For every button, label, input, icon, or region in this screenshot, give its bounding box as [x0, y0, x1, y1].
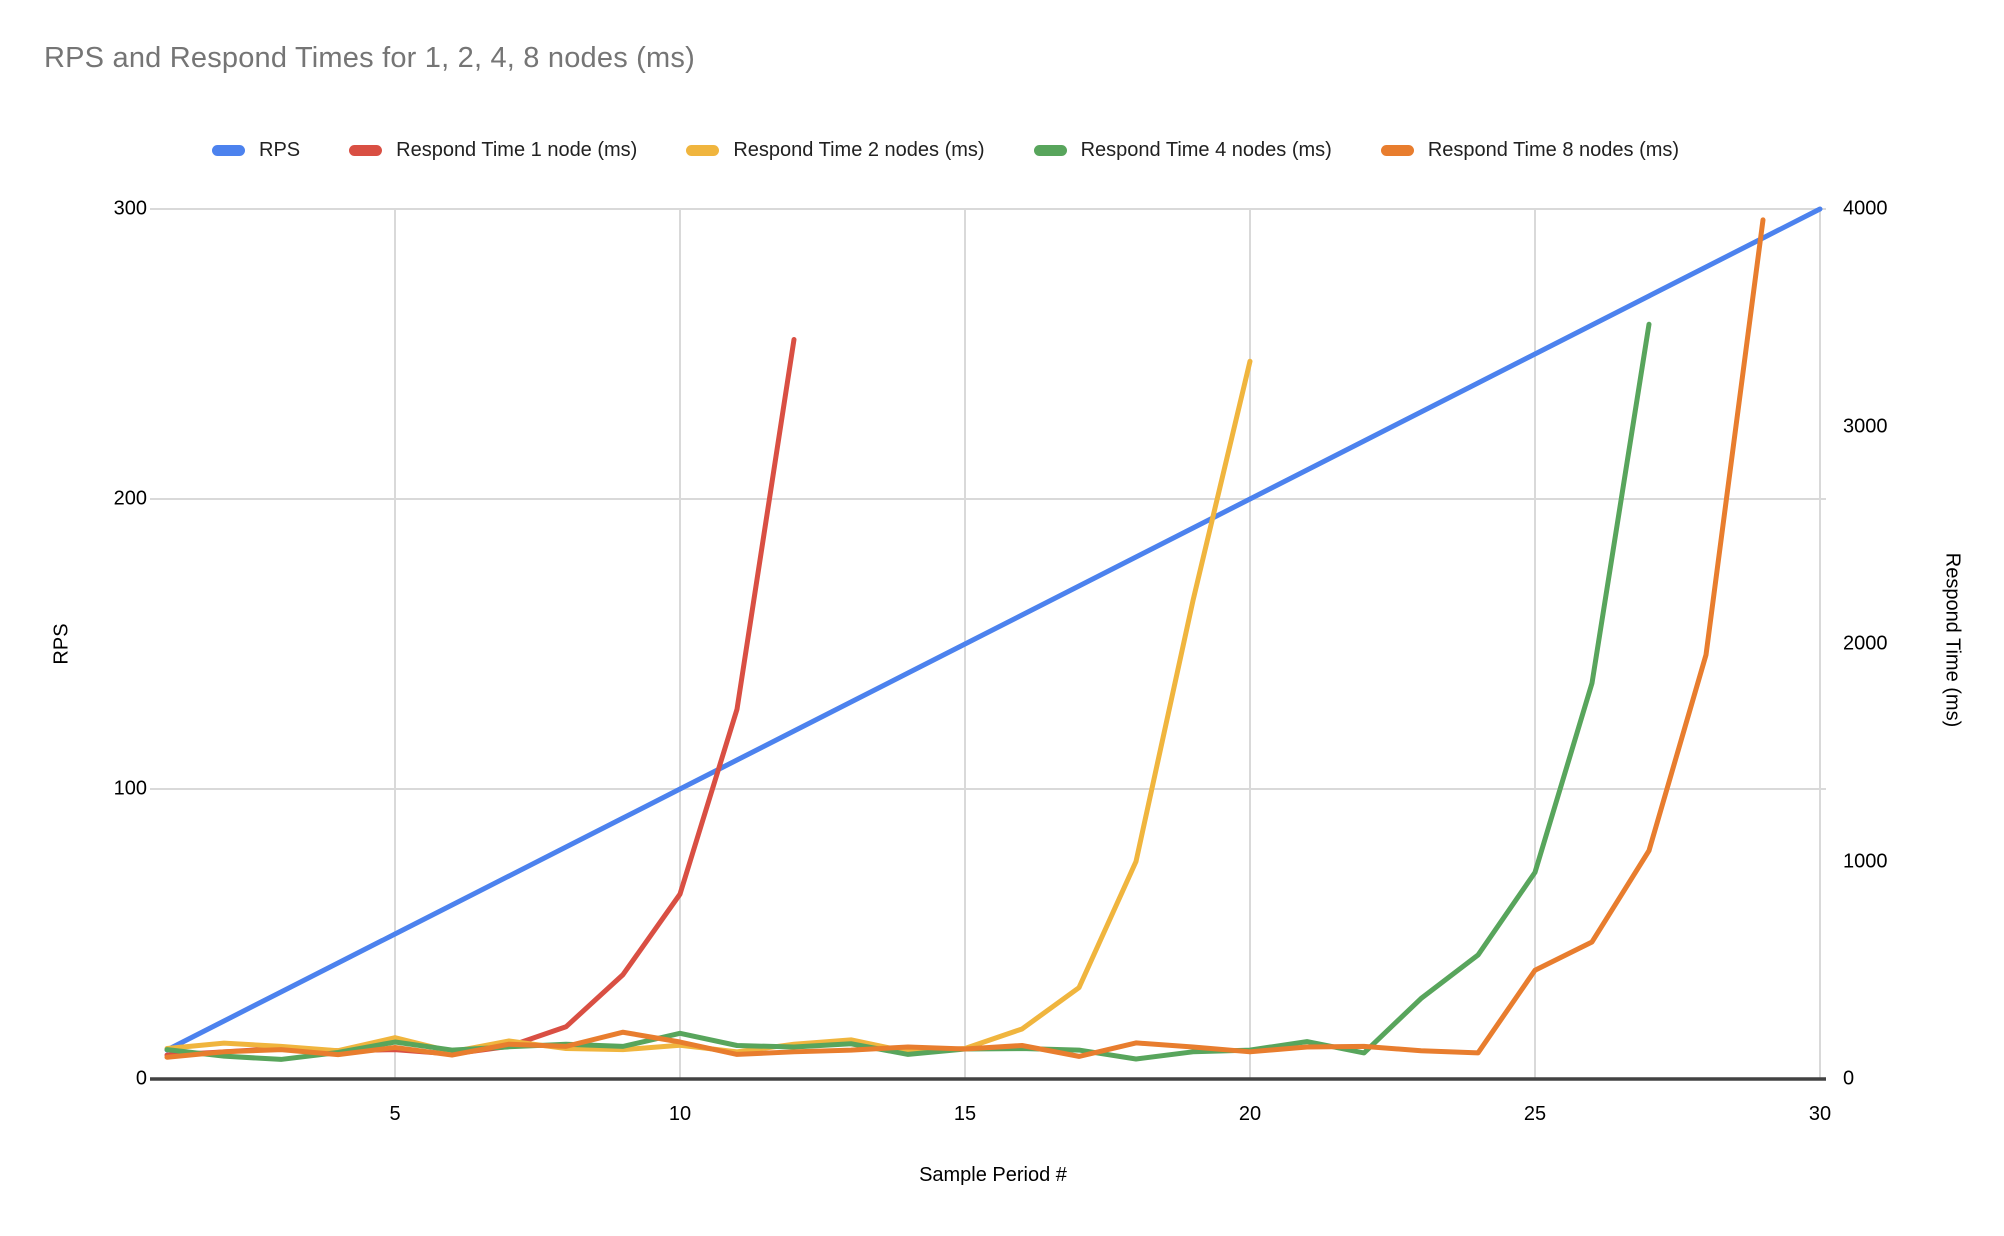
x-tick-label: 10: [668, 1103, 692, 1125]
x-tick-label: 20: [1238, 1103, 1262, 1125]
legend-item-1: RPS: [212, 139, 300, 162]
series-line-1: [164, 206, 1823, 1053]
x-tick-label: 30: [1808, 1103, 1832, 1125]
legend-swatch-icon: [349, 145, 383, 156]
y-right-tick-label: 3000: [1843, 415, 1888, 437]
series-line-3: [164, 358, 1253, 1055]
legend-item-4: Respond Time 4 nodes (ms): [1033, 139, 1332, 162]
y-right-tick-label: 1000: [1843, 850, 1888, 872]
legend-label: Respond Time 4 nodes (ms): [1080, 139, 1332, 161]
x-tick-label: 5: [389, 1103, 401, 1125]
series-line-4: [164, 321, 1652, 1062]
series-line-5: [164, 217, 1766, 1060]
chart-title: RPS and Respond Times for 1, 2, 4, 8 nod…: [44, 42, 695, 74]
legend-swatch-icon: [1033, 145, 1067, 156]
legend-item-2: Respond Time 1 node (ms): [349, 139, 637, 162]
legend-swatch-icon: [686, 145, 720, 156]
legend-swatch-icon: [212, 145, 245, 156]
y-right-tick-label: 0: [1843, 1067, 1855, 1090]
legend-label: RPS: [259, 139, 301, 161]
legend-item-3: Respond Time 2 nodes (ms): [686, 139, 985, 162]
legend-label: Respond Time 8 nodes (ms): [1427, 139, 1680, 161]
legend-label: Respond Time 2 nodes (ms): [733, 139, 985, 161]
legend-label: Respond Time 1 node (ms): [396, 139, 638, 161]
legend-swatch-icon: [1380, 145, 1414, 156]
y-left-tick-label: 0: [135, 1067, 147, 1090]
y-left-tick-label: 100: [113, 777, 147, 800]
y-right-tick-label: 4000: [1843, 197, 1888, 220]
series-line-2: [164, 337, 797, 1058]
y-axis-title-right: Respond Time (ms): [1941, 552, 1964, 728]
y-right-tick-label: 2000: [1843, 632, 1888, 655]
y-left-tick-label: 200: [113, 487, 147, 510]
y-left-tick-label: 300: [113, 197, 147, 220]
x-tick-label: 15: [953, 1103, 977, 1125]
y-axis-title-left: RPS: [50, 623, 73, 665]
x-axis-title: Sample Period #: [919, 1164, 1067, 1186]
legend-item-5: Respond Time 8 nodes (ms): [1380, 139, 1680, 162]
legend: RPS Respond Time 1 node (ms) Respond Time …: [212, 139, 1679, 162]
x-tick-label: 25: [1523, 1103, 1547, 1125]
